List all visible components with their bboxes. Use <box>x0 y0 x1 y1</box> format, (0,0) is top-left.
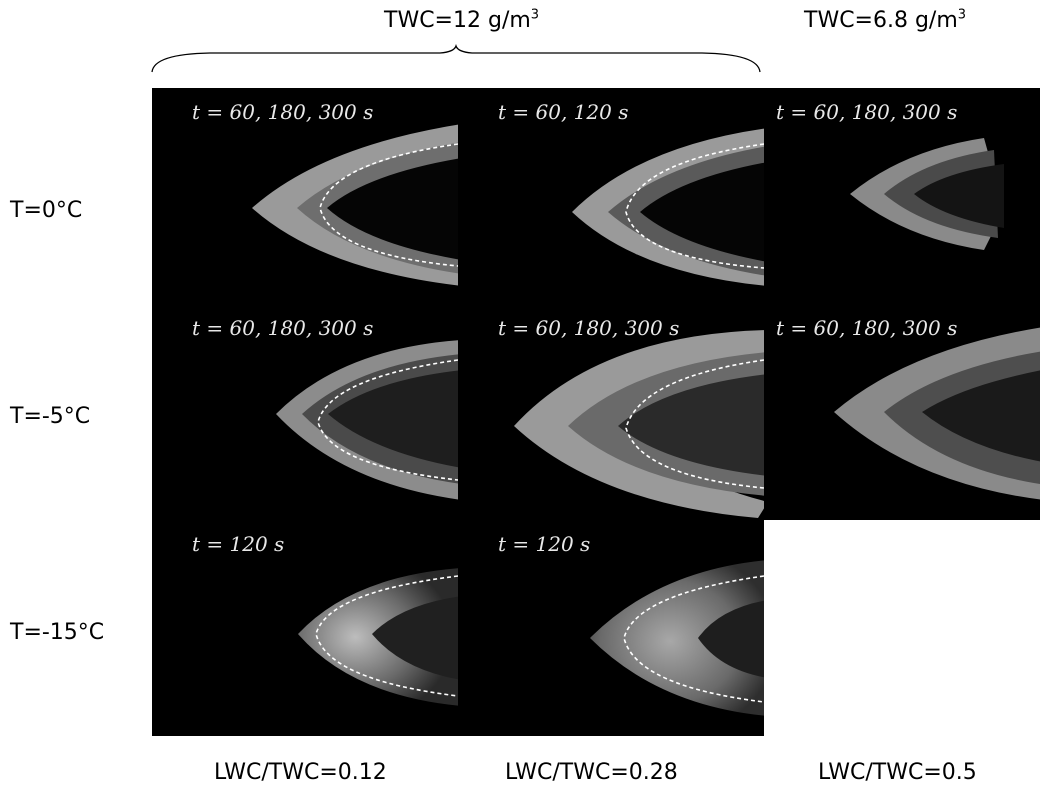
ice-shape-r2c0 <box>298 568 458 706</box>
column-label-1: LWC/TWC=0.28 <box>505 760 678 785</box>
panel-time-r2c0: t = 120 s <box>192 532 285 556</box>
panel-time-r1c1: t = 60, 180, 300 s <box>498 316 680 340</box>
panel-r2c0: t = 120 s <box>152 520 458 736</box>
panel-time-r1c0: t = 60, 180, 300 s <box>192 316 374 340</box>
panel-time-r0c1: t = 60, 120 s <box>498 100 629 124</box>
ice-shape-r1c2 <box>834 327 1040 500</box>
panel-r1c0: t = 60, 180, 300 s <box>152 304 458 520</box>
ice-shape-r0c2 <box>850 138 1004 250</box>
group-brace <box>151 44 761 73</box>
twc-group-label-6-8: TWC=6.8 g/m3 <box>804 7 967 33</box>
ice-shape-r1c1 <box>514 330 764 518</box>
column-label-0: LWC/TWC=0.12 <box>214 760 387 785</box>
panel-r0c0: t = 60, 180, 300 s <box>152 88 458 304</box>
panel-time-r1c2: t = 60, 180, 300 s <box>776 316 958 340</box>
row-label-0: T=0°C <box>10 198 83 223</box>
column-label-2: LWC/TWC=0.5 <box>818 760 977 785</box>
panel-r1c2: t = 60, 180, 300 s <box>764 304 1040 520</box>
ice-shape-r0c1 <box>572 128 764 286</box>
panel-r0c2: t = 60, 180, 300 s <box>764 88 1040 304</box>
panel-time-r0c0: t = 60, 180, 300 s <box>192 100 374 124</box>
ice-shape-r1c0 <box>276 340 458 500</box>
ice-shape-r0c0 <box>252 124 458 286</box>
panel-time-r0c2: t = 60, 180, 300 s <box>776 100 958 124</box>
row-label-2: T=-15°C <box>10 620 105 645</box>
panel-r1c1: t = 60, 180, 300 s <box>458 304 764 520</box>
row-label-1: T=-5°C <box>10 404 91 429</box>
panel-r2c1: t = 120 s <box>458 520 764 736</box>
twc-group-label-12: TWC=12 g/m3 <box>384 7 540 33</box>
ice-shape-r2c1 <box>590 560 764 716</box>
panel-time-r2c1: t = 120 s <box>498 532 591 556</box>
panel-r0c1: t = 60, 120 s <box>458 88 764 304</box>
